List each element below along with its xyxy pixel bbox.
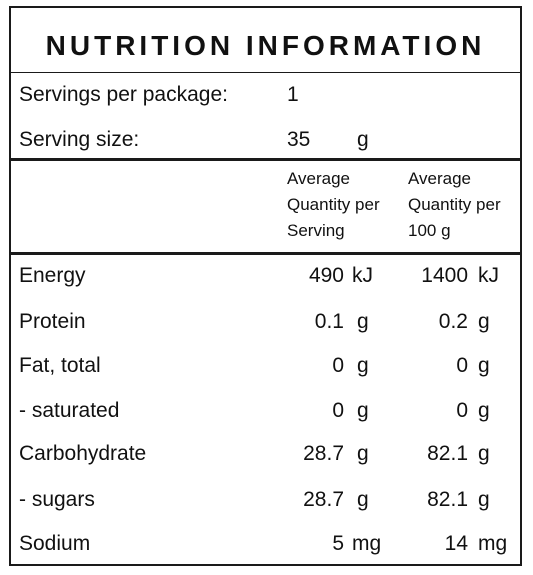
per-serving-unit: kJ bbox=[352, 264, 373, 287]
per-100g-value: 1400 bbox=[421, 264, 468, 287]
nutrient-name: - saturated bbox=[19, 399, 120, 422]
per-serving-unit: g bbox=[357, 399, 369, 422]
per-100g-value: 82.1 bbox=[427, 488, 468, 511]
nutrient-name: Sodium bbox=[19, 532, 91, 555]
per-100g-unit: kJ bbox=[478, 264, 499, 287]
serving-size-label: Serving size: bbox=[19, 128, 140, 151]
per-100g-value: 82.1 bbox=[427, 442, 468, 465]
per-serving-value: 28.7 bbox=[303, 442, 344, 465]
per-serving-value: 0 bbox=[332, 354, 344, 377]
per-serving-value: 0 bbox=[332, 399, 344, 422]
nutrient-name: - sugars bbox=[19, 488, 95, 511]
servings-value: 1 bbox=[287, 83, 299, 106]
nutrient-name: Fat, total bbox=[19, 354, 101, 377]
per-100g-unit: g bbox=[478, 488, 490, 511]
header-per-100g-line-3: 100 g bbox=[408, 221, 451, 240]
per-serving-unit: g bbox=[357, 442, 369, 465]
nutrition-panel: NUTRITION INFORMATION Servings per packa… bbox=[9, 6, 522, 566]
per-serving-unit: mg bbox=[352, 532, 382, 555]
per-serving-value: 5 bbox=[332, 532, 344, 555]
per-100g-value: 0 bbox=[456, 399, 468, 422]
serving-size-unit: g bbox=[357, 128, 369, 151]
per-serving-unit: g bbox=[357, 310, 369, 333]
header-per-serving-line-3: Serving bbox=[287, 221, 345, 240]
per-serving-value: 28.7 bbox=[303, 488, 344, 511]
per-serving-value: 0.1 bbox=[314, 310, 344, 333]
per-100g-unit: g bbox=[478, 442, 490, 465]
nutrient-name: Protein bbox=[19, 310, 86, 333]
per-serving-unit: g bbox=[357, 488, 369, 511]
per-100g-value: 0.2 bbox=[438, 310, 468, 333]
header-per-serving-line-1: Average bbox=[287, 169, 351, 188]
per-100g-unit: mg bbox=[478, 532, 508, 555]
header-divider bbox=[11, 252, 520, 255]
header-per-100g: Average Quantity per 100 g bbox=[408, 166, 501, 244]
serving-size-value: 35 bbox=[287, 128, 311, 151]
per-100g-unit: g bbox=[478, 310, 490, 333]
per-100g-unit: g bbox=[478, 354, 490, 377]
nutrient-name: Carbohydrate bbox=[19, 442, 147, 465]
header-per-serving: Average Quantity per Serving bbox=[287, 166, 380, 244]
per-serving-value: 490 bbox=[308, 264, 344, 287]
per-100g-unit: g bbox=[478, 399, 490, 422]
servings-label: Servings per package: bbox=[19, 83, 228, 106]
serving-divider bbox=[11, 158, 520, 161]
nutrient-name: Energy bbox=[19, 264, 86, 287]
per-100g-value: 0 bbox=[456, 354, 468, 377]
panel-title: NUTRITION INFORMATION bbox=[45, 30, 486, 61]
title-divider bbox=[11, 72, 520, 73]
header-per-100g-line-1: Average bbox=[408, 169, 472, 188]
header-per-100g-line-2: Quantity per bbox=[408, 195, 501, 214]
per-100g-value: 14 bbox=[444, 532, 468, 555]
per-serving-unit: g bbox=[357, 354, 369, 377]
header-per-serving-line-2: Quantity per bbox=[287, 195, 380, 214]
